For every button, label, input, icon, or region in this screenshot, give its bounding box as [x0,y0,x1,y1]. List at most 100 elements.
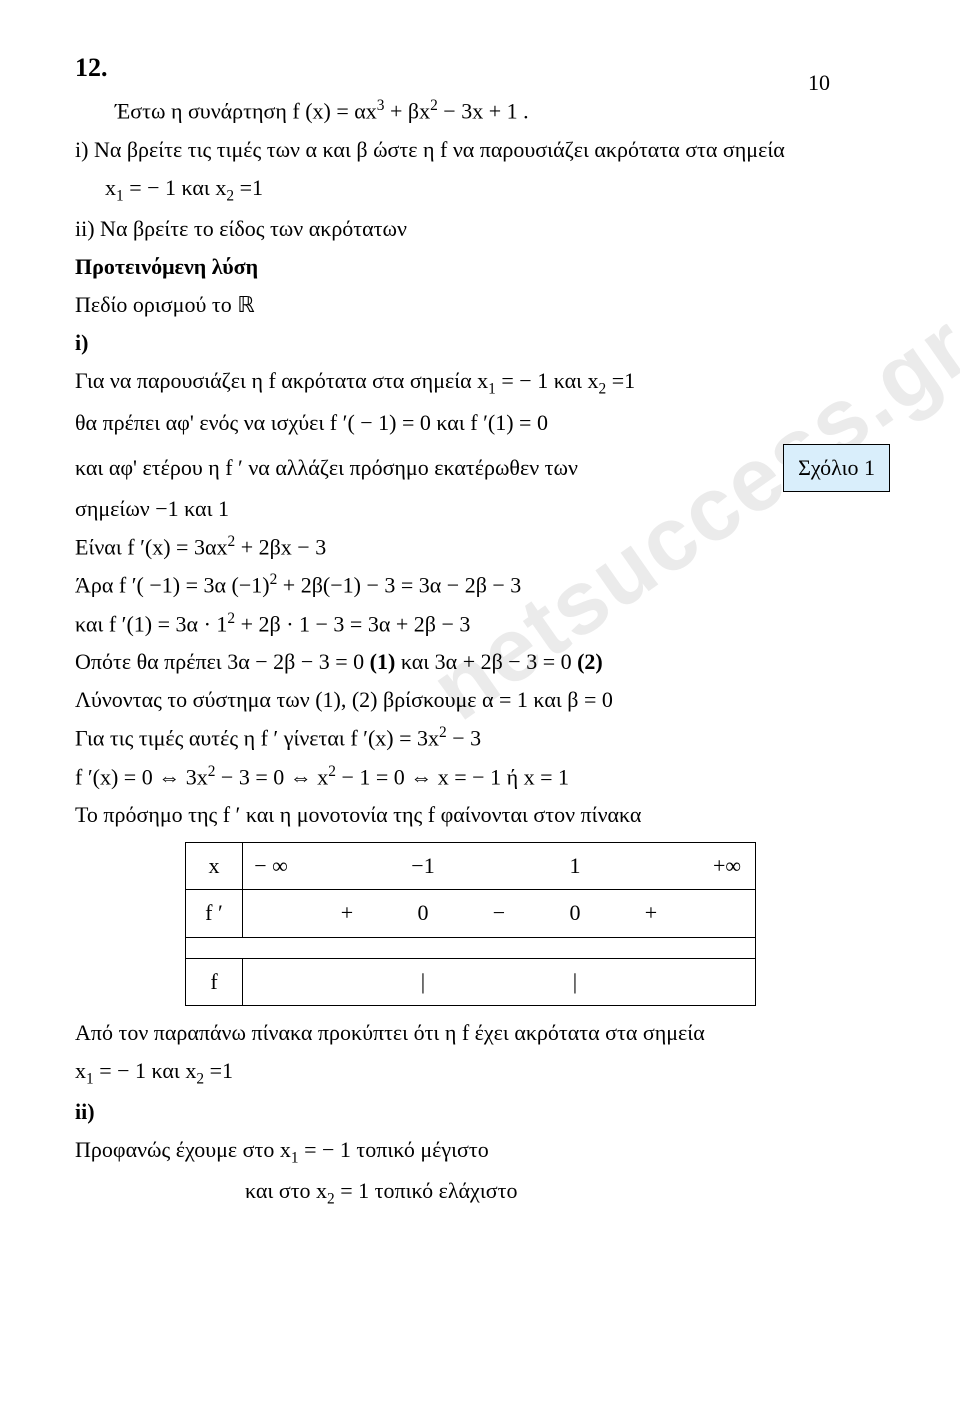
text: = − 1 και x [124,175,227,200]
cell: + [299,890,395,937]
sol-line17: Το πρόσημο της f ′ και η μονοτονία της f… [75,798,890,832]
text: =1 [606,368,635,393]
text: + 2βx − 3 [235,534,326,559]
sub: 1 [488,381,496,398]
sol-line6: Για να παρουσιάζει η f ακρότατα στα σημε… [75,364,890,401]
text: = − 1 και x [94,1058,197,1083]
text: Άρα f ′( −1) = 3α (−1) [75,573,270,598]
sub: 1 [86,1070,94,1087]
domain-line: Πεδίο ορισμού το ℝ [75,288,890,322]
sol-line22: και στο x2 = 1 τοπικό ελάχιστο [75,1174,890,1211]
sol-line12: και f ′(1) = 3α · 12 + 2β · 1 − 3 = 3α +… [75,607,890,641]
text: Για να παρουσιάζει η f ακρότατα στα σημε… [75,368,488,393]
text: και f ′(1) = 3α · 1 [75,611,227,636]
text: + 2β(−1) − 3 = 3α − 2β − 3 [277,573,521,598]
exp: 2 [430,97,438,114]
text: − 3 = 0 ⇔ x [215,764,328,789]
scholio-box: Σχόλιο 1 [783,444,890,492]
sol-line10: Είναι f ′(x) = 3αx2 + 2βx − 3 [75,530,890,564]
cell [603,958,699,1005]
sign-table: x − ∞ −1 1 +∞ f ′ + 0 − 0 + f | | [185,842,756,1005]
sol-line7: θα πρέπει αφ' ενός να ισχύει f ′( − 1) =… [75,406,890,440]
cell [699,890,756,937]
cell: 1 [547,843,603,890]
real-symbol: ℝ [237,292,254,317]
cell: | [395,958,451,1005]
eq-ref-2: (2) [577,649,603,674]
cell: − [451,890,547,937]
problem-statement-line1: Έστω η συνάρτηση f (x) = αx3 + βx2 − 3x … [75,94,890,128]
eq-ref-1: (1) [370,649,396,674]
cell [243,890,300,937]
sub: 2 [327,1191,335,1208]
cell [451,958,547,1005]
text: − 1 = 0 ⇔ x = − 1 ή x = 1 [336,764,569,789]
cell [299,843,395,890]
cell: x [186,843,243,890]
cell [299,958,395,1005]
text: = 1 τοπικό ελάχιστο [335,1178,518,1203]
line-with-scholio: και αφ' ετέρου η f ′ να αλλάζει πρόσημο … [75,444,890,492]
text: Προφανώς έχουμε στο x [75,1137,291,1162]
table-row-x: x − ∞ −1 1 +∞ [186,843,756,890]
text: Έστω η συνάρτηση f (x) = αx [115,99,377,124]
table-spacer [186,937,756,958]
sol-line19: x1 = − 1 και x2 =1 [75,1054,890,1091]
text: x [105,175,116,200]
text: x [75,1058,86,1083]
text: Για τις τιμές αυτές η f ′ γίνεται f ′(x)… [75,726,439,751]
text: =1 [204,1058,233,1083]
solution-title: Προτεινόμενη λύση [75,250,890,284]
sol-line11: Άρα f ′( −1) = 3α (−1)2 + 2β(−1) − 3 = 3… [75,568,890,602]
sub: 1 [116,187,124,204]
page-number: 10 [808,66,830,100]
text: και στο x [245,1178,327,1203]
text: Είναι f ′(x) = 3αx [75,534,227,559]
cell: f ′ [186,890,243,937]
cell: 0 [547,890,603,937]
exp: 2 [328,763,336,780]
text: Οπότε θα πρέπει 3α − 2β − 3 = 0 [75,649,370,674]
cell: + [603,890,699,937]
text: Πεδίο ορισμού το [75,292,237,317]
part-i-points: x1 = − 1 και x2 =1 [75,171,890,208]
text: + 2β · 1 − 3 = 3α + 2β − 3 [235,611,470,636]
part-i-statement: i) Να βρείτε τις τιμές των α και β ώστε … [75,133,890,167]
sol-line15: Για τις τιμές αυτές η f ′ γίνεται f ′(x)… [75,721,890,755]
cell [699,958,756,1005]
text: f ′(x) = 0 ⇔ 3x [75,764,208,789]
cell: −1 [395,843,451,890]
text: = − 1 και x [496,368,599,393]
sol-line14: Λύνοντας το σύστημα των (1), (2) βρίσκου… [75,683,890,717]
sol-line21: Προφανώς έχουμε στο x1 = − 1 τοπικό μέγι… [75,1133,890,1170]
table-row-fprime: f ′ + 0 − 0 + [186,890,756,937]
sol-line18: Από τον παραπάνω πίνακα προκύπτει ότι η … [75,1016,890,1050]
text: και 3α + 2β − 3 = 0 [395,649,577,674]
sol-line16: f ′(x) = 0 ⇔ 3x2 − 3 = 0 ⇔ x2 − 1 = 0 ⇔ … [75,760,890,794]
cell [603,843,699,890]
sub: 1 [291,1150,299,1167]
cell: | [547,958,603,1005]
cell [243,958,300,1005]
text: =1 [234,175,263,200]
problem-number: 12. [75,48,890,88]
cell: f [186,958,243,1005]
sol-line8: και αφ' ετέρου η f ′ να αλλάζει πρόσημο … [75,451,578,485]
cell: +∞ [699,843,756,890]
sol-line9: σημείων −1 και 1 [75,492,890,526]
text: − 3x + 1 . [438,99,529,124]
table-row-f: f | | [186,958,756,1005]
sub: 2 [196,1070,204,1087]
part-ii-label: ii) [75,1095,890,1129]
part-i-label: i) [75,326,890,360]
part-ii-statement: ii) Να βρείτε το είδος των ακρότατων [75,212,890,246]
sub: 2 [226,187,234,204]
text: = − 1 τοπικό μέγιστο [299,1137,489,1162]
text: + βx [384,99,430,124]
cell: 0 [395,890,451,937]
cell [451,843,547,890]
text: − 3 [447,726,481,751]
exp: 2 [227,610,235,627]
sol-line13: Οπότε θα πρέπει 3α − 2β − 3 = 0 (1) και … [75,645,890,679]
exp: 2 [439,724,447,741]
